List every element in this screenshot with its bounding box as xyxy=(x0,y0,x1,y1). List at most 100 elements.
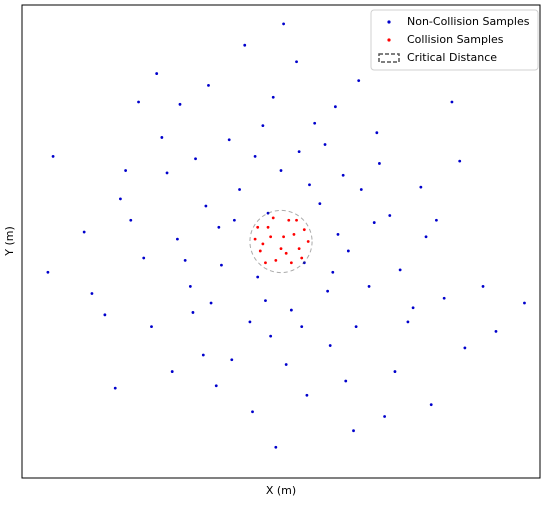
data-point xyxy=(429,403,433,407)
data-point xyxy=(297,247,301,250)
data-point xyxy=(137,100,140,104)
data-point xyxy=(300,325,304,329)
legend-box xyxy=(370,9,539,71)
data-point xyxy=(318,202,322,206)
legend-label: Non-Collision Samples xyxy=(407,15,530,28)
data-point xyxy=(398,268,402,272)
data-point xyxy=(282,22,285,26)
data-point xyxy=(82,230,86,234)
data-point xyxy=(178,102,182,106)
data-point xyxy=(256,225,260,229)
data-point xyxy=(271,216,275,220)
data-point xyxy=(326,289,330,293)
data-point xyxy=(450,100,454,104)
data-point xyxy=(305,393,309,397)
legend-label: Critical Distance xyxy=(407,51,497,64)
data-point xyxy=(333,105,337,109)
data-point xyxy=(352,429,355,433)
data-point xyxy=(165,171,169,175)
data-point xyxy=(220,263,223,267)
data-point xyxy=(494,329,498,333)
data-point xyxy=(155,72,159,75)
data-point xyxy=(204,204,208,208)
data-point xyxy=(346,249,350,253)
data-point xyxy=(176,237,179,241)
x-axis-label: X (m) xyxy=(266,484,296,497)
data-point xyxy=(258,249,262,253)
data-point xyxy=(284,251,288,255)
data-point xyxy=(90,292,94,295)
legend-marker xyxy=(387,20,391,24)
data-point xyxy=(481,285,485,288)
data-point xyxy=(523,301,526,305)
data-point xyxy=(129,218,133,222)
data-point xyxy=(341,173,345,177)
data-point xyxy=(253,237,257,241)
data-point xyxy=(375,131,379,135)
y-axis-label: Y (m) xyxy=(3,226,16,257)
data-point xyxy=(406,320,410,324)
data-point xyxy=(214,384,218,388)
data-point xyxy=(435,218,438,222)
data-point xyxy=(188,285,192,288)
data-point xyxy=(119,197,122,201)
data-point xyxy=(372,221,376,224)
data-point xyxy=(284,363,288,366)
data-point xyxy=(256,275,260,279)
data-point xyxy=(248,320,252,324)
data-point xyxy=(46,270,50,274)
data-point xyxy=(463,346,467,350)
data-point xyxy=(279,247,283,250)
data-point xyxy=(170,370,174,373)
data-point xyxy=(264,261,267,265)
data-point xyxy=(292,233,296,236)
data-point xyxy=(313,121,317,125)
data-point xyxy=(274,445,278,449)
data-point xyxy=(113,386,117,390)
data-point xyxy=(209,301,213,305)
data-point xyxy=(289,308,293,312)
data-point xyxy=(103,313,107,317)
data-point xyxy=(150,325,153,329)
data-point xyxy=(261,124,265,128)
data-point xyxy=(388,214,392,217)
data-point xyxy=(183,259,187,262)
data-point xyxy=(289,261,293,265)
data-point xyxy=(419,185,423,189)
legend-marker xyxy=(378,53,400,63)
data-point xyxy=(282,235,285,239)
data-point xyxy=(207,84,210,87)
data-point xyxy=(51,154,55,158)
data-point xyxy=(306,240,310,243)
data-point xyxy=(238,188,241,191)
data-point xyxy=(300,256,304,260)
data-point xyxy=(124,169,127,172)
data-point xyxy=(243,43,247,47)
data-point xyxy=(323,143,327,146)
data-point xyxy=(253,154,257,158)
data-point xyxy=(442,296,446,300)
plot-frame xyxy=(21,4,541,479)
data-point xyxy=(160,136,164,139)
data-point xyxy=(383,415,386,418)
data-point xyxy=(217,225,221,229)
legend-marker xyxy=(387,38,391,42)
data-point xyxy=(354,325,358,329)
data-point xyxy=(266,225,270,229)
data-point xyxy=(230,358,234,362)
data-point xyxy=(458,159,462,163)
data-point xyxy=(424,235,428,239)
data-point xyxy=(393,370,397,373)
data-point xyxy=(251,410,254,414)
data-point xyxy=(201,353,205,357)
data-point xyxy=(232,218,236,222)
data-point xyxy=(261,242,265,246)
data-point xyxy=(295,60,298,64)
data-point xyxy=(295,218,298,222)
data-point xyxy=(411,306,415,310)
data-point xyxy=(328,344,332,347)
data-point xyxy=(194,157,197,161)
data-point xyxy=(227,138,231,142)
data-point xyxy=(359,188,363,191)
